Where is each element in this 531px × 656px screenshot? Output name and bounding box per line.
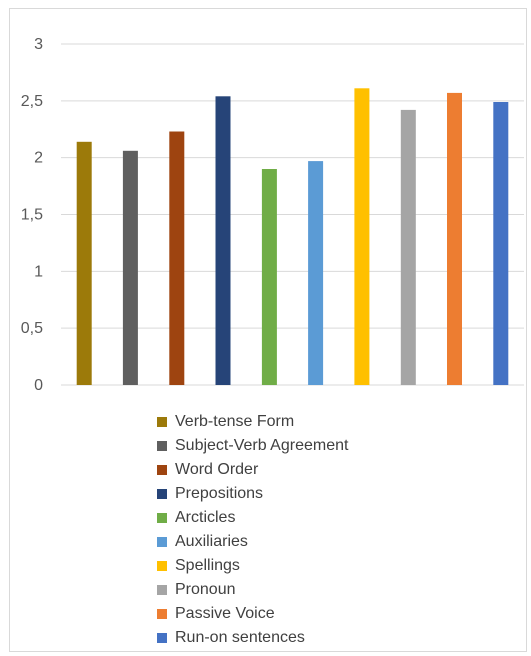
y-tick-label: 0 — [34, 377, 43, 394]
bar-prepositions — [215, 96, 231, 386]
legend-item: Verb-tense Form — [157, 410, 348, 434]
y-tick-label: 0,5 — [21, 320, 43, 337]
legend-item: Pronoun — [157, 578, 348, 602]
legend-label: Auxiliaries — [175, 533, 248, 550]
bar-arcticles — [261, 169, 277, 385]
legend-swatch — [157, 609, 167, 619]
y-axis-ticks: 0 0,5 1 1,5 2 2,5 3 — [21, 36, 43, 394]
legend-swatch — [157, 585, 167, 595]
bar-verb-tense-form — [76, 141, 92, 385]
legend-swatch — [157, 633, 167, 643]
legend-label: Arcticles — [175, 509, 236, 526]
legend-swatch — [157, 465, 167, 475]
legend-swatch — [157, 561, 167, 571]
legend-label: Prepositions — [175, 485, 264, 502]
legend-swatch — [157, 489, 167, 499]
legend-label: Run-on sentences — [175, 629, 305, 646]
legend-swatch — [157, 417, 167, 427]
legend-label: Verb-tense Form — [175, 413, 295, 430]
y-tick-label: 3 — [34, 36, 43, 53]
bar-spellings — [354, 88, 370, 386]
legend-item: Passive Voice — [157, 602, 348, 626]
legend-item: Arcticles — [157, 506, 348, 530]
legend-item: Auxiliaries — [157, 530, 348, 554]
bar-pronoun — [400, 109, 416, 386]
legend-item: Prepositions — [157, 482, 348, 506]
legend-swatch — [157, 513, 167, 523]
legend-item: Word Order — [157, 458, 348, 482]
legend: Verb-tense Form Subject-Verb Agreement Wor… — [157, 410, 348, 650]
y-tick-label: 2,5 — [21, 93, 43, 110]
legend-label: Pronoun — [175, 581, 236, 598]
bars — [76, 88, 509, 386]
y-tick-label: 2 — [34, 150, 43, 167]
legend-item: Subject-Verb Agreement — [157, 434, 348, 458]
gridlines — [61, 43, 524, 386]
legend-label: Passive Voice — [175, 605, 275, 622]
legend-item: Run-on sentences — [157, 626, 348, 650]
legend-item: Spellings — [157, 554, 348, 578]
bar-auxiliaries — [308, 161, 324, 385]
bar-run-on-sentences — [493, 102, 509, 385]
legend-label: Word Order — [175, 461, 259, 478]
y-tick-label: 1,5 — [21, 207, 43, 224]
legend-label: Spellings — [175, 557, 240, 574]
legend-swatch — [157, 537, 167, 547]
bar-word-order — [169, 131, 185, 385]
y-tick-label: 1 — [34, 263, 43, 280]
bar-passive-voice — [447, 92, 462, 386]
bar-subject-verb-agreement — [122, 150, 138, 385]
legend-swatch — [157, 441, 167, 451]
legend-label: Subject-Verb Agreement — [175, 437, 349, 454]
